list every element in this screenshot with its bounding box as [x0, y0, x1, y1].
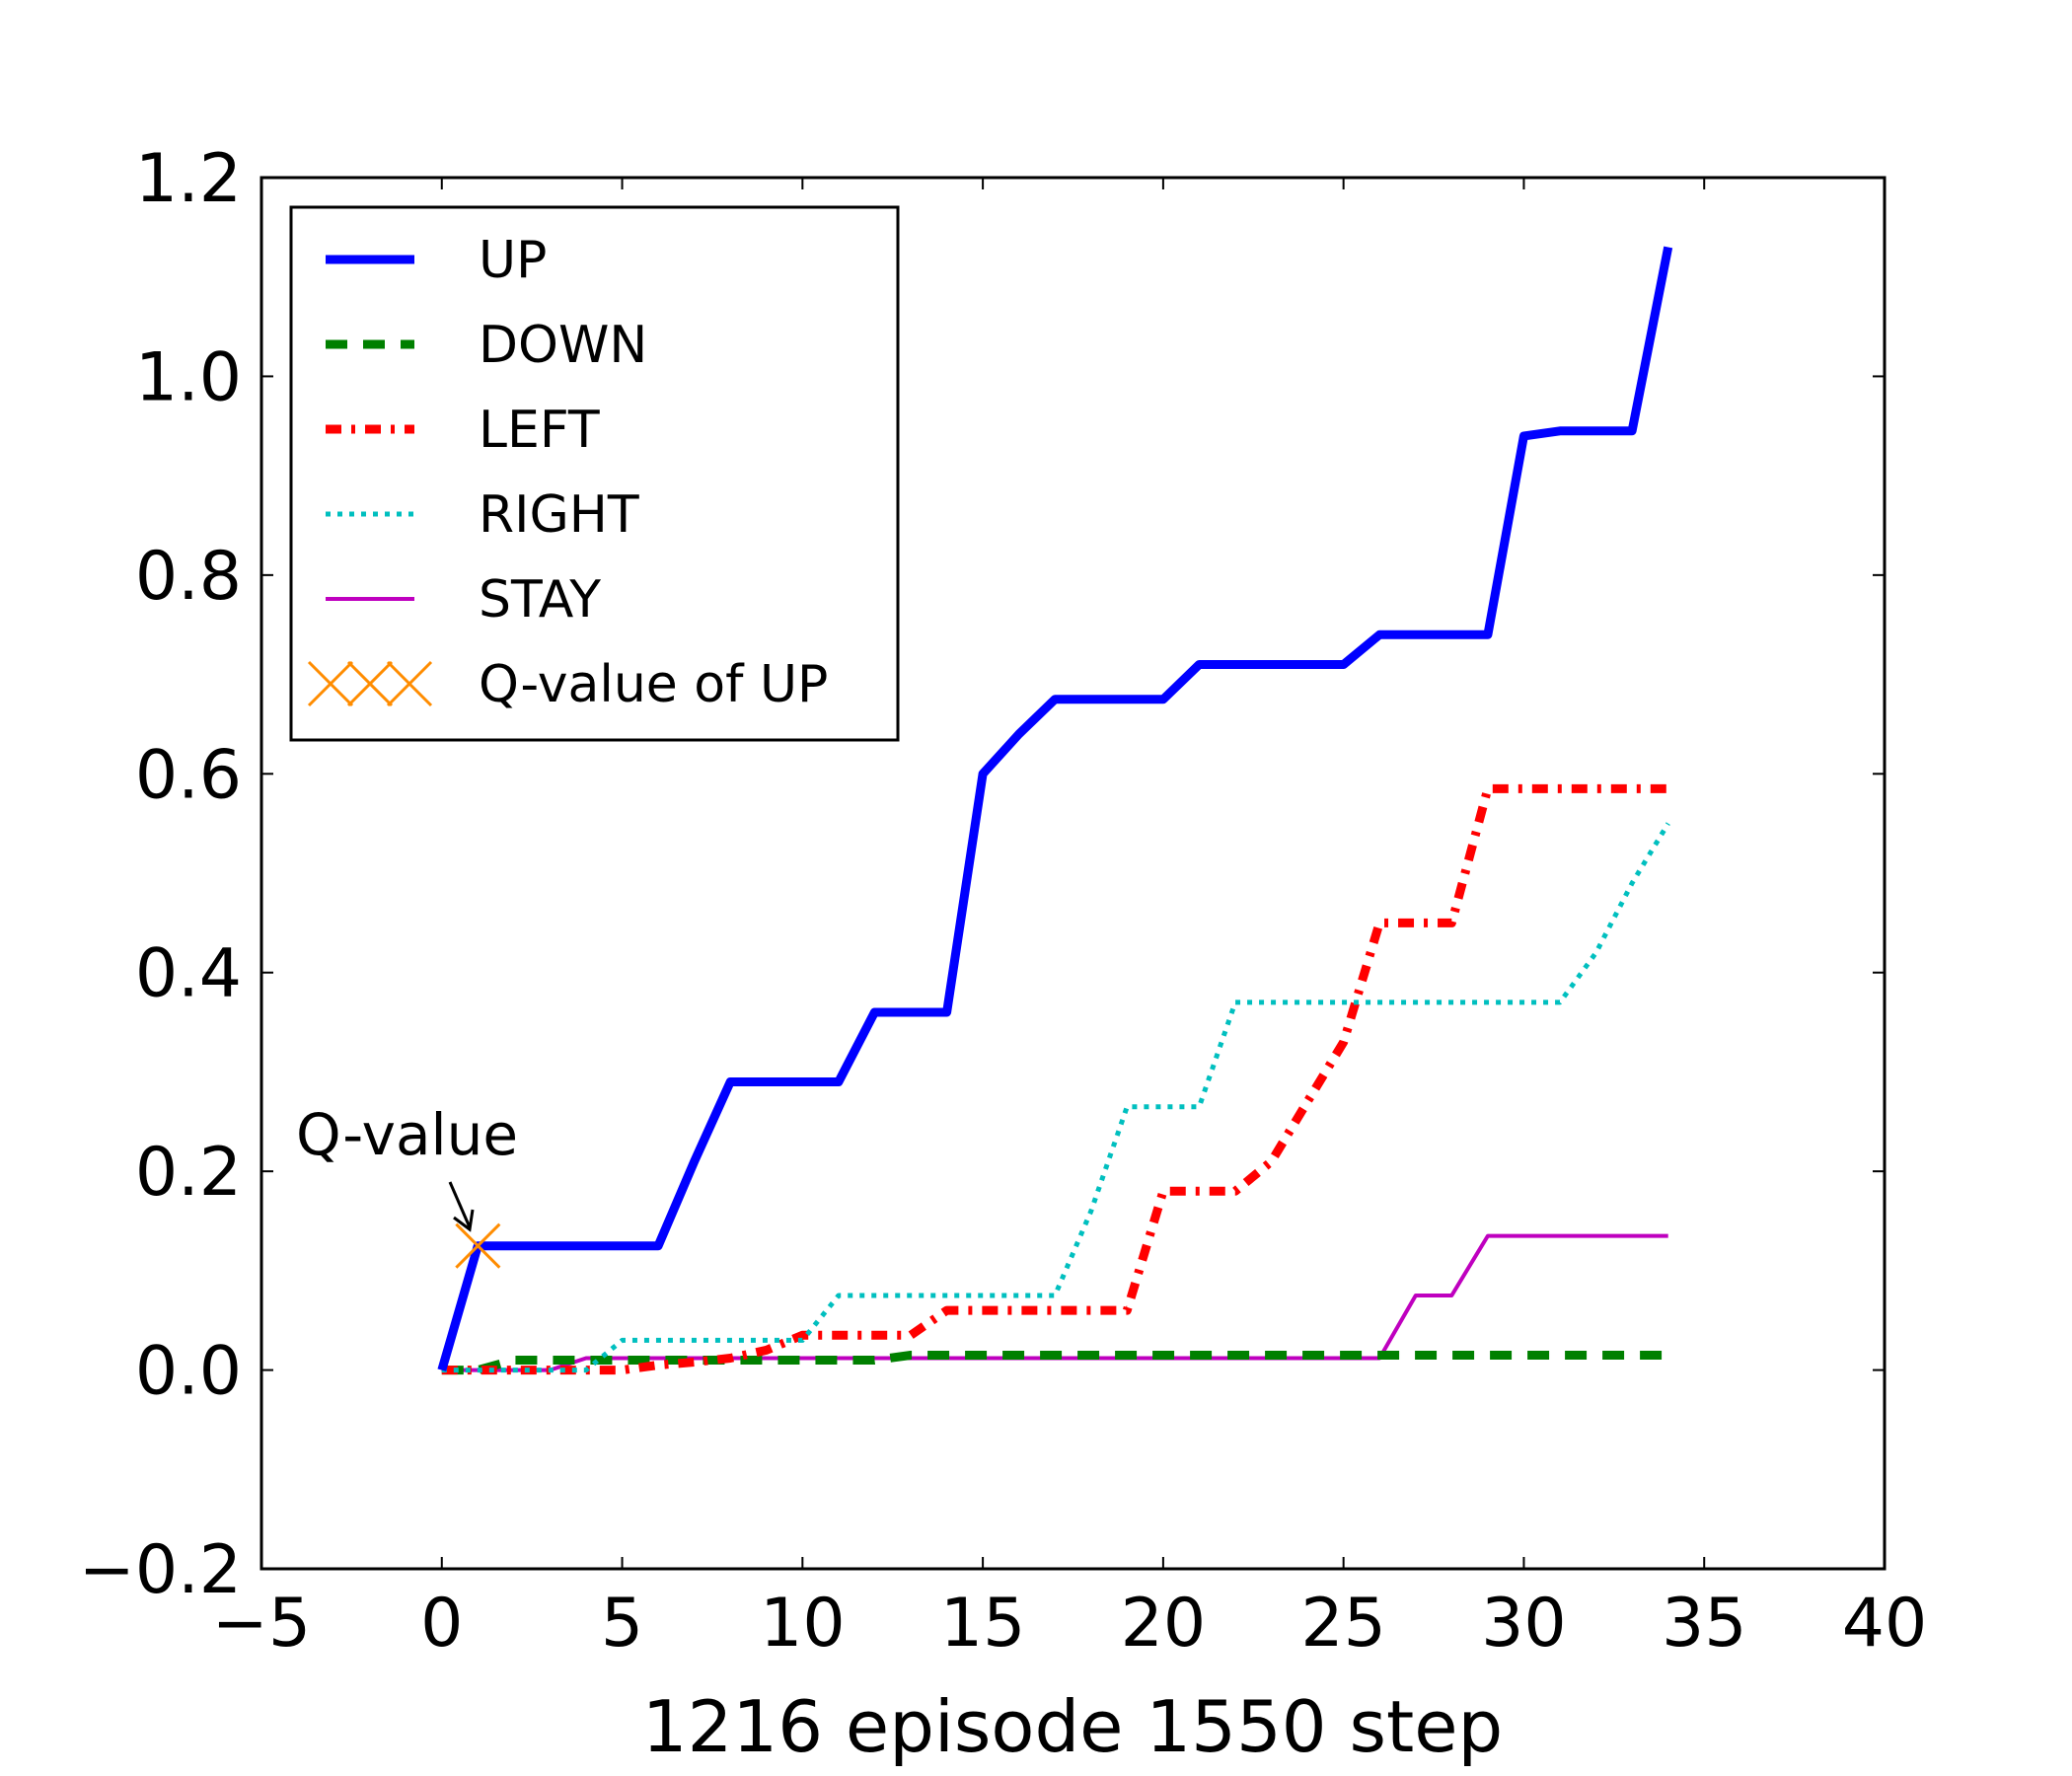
series-line-right	[441, 822, 1670, 1373]
annotation-arrow	[448, 1181, 472, 1228]
legend-box	[289, 205, 900, 742]
y-tick-label: −0.2	[79, 1531, 242, 1609]
legend-marker-stroke	[346, 660, 394, 707]
marker-stroke	[455, 1222, 501, 1269]
legend-marker-stroke	[386, 660, 433, 707]
legend-label-right: RIGHT	[479, 485, 639, 545]
annotation-arrow-head	[453, 1209, 475, 1232]
x-tick-label: 5	[601, 1585, 643, 1663]
series-lines	[437, 246, 1673, 1375]
x-tick-label: 0	[420, 1585, 463, 1663]
series-line-up	[437, 246, 1673, 1371]
x-tick-label: 15	[940, 1585, 1026, 1663]
series-line-stay	[441, 1233, 1668, 1372]
legend-label-left: LEFT	[479, 401, 600, 460]
x-tick-label: 10	[760, 1585, 846, 1663]
x-axis-title: 1216 episode 1550 step	[642, 1685, 1503, 1768]
y-tick-label: 1.2	[135, 140, 242, 218]
markers	[455, 1222, 501, 1269]
plot-frame	[259, 176, 1887, 1571]
x-tick-label: 25	[1300, 1585, 1386, 1663]
legend-handle-q-value-of-up	[307, 660, 433, 707]
annotation: Q-value	[296, 1101, 518, 1232]
legend-marker-stroke	[307, 660, 354, 707]
legend-label-up: UP	[479, 231, 547, 290]
x-tick-label: 35	[1662, 1585, 1747, 1663]
y-tick-label: 0.6	[135, 736, 242, 814]
y-tick-label: 0.8	[135, 538, 242, 616]
series-line-down	[441, 1351, 1668, 1375]
legend-label-stay: STAY	[479, 570, 601, 629]
x-tick-label: 40	[1842, 1585, 1928, 1663]
y-tick-label: 0.0	[135, 1333, 242, 1411]
x-tick-label: 30	[1481, 1585, 1567, 1663]
series-line-left	[441, 783, 1668, 1375]
x-tick-label: 20	[1121, 1585, 1207, 1663]
y-tick-label: 0.4	[135, 935, 242, 1013]
y-tick-label: 0.2	[135, 1134, 242, 1212]
legend-label-down: DOWN	[479, 316, 647, 375]
legend-label-q-value-of-up: Q-value of UP	[479, 655, 828, 714]
legend: UP DOWN LEFT RIGHT STAY Q-value of UP	[289, 205, 900, 742]
x-tick-label: −5	[212, 1585, 311, 1663]
axis-ticks: −5 0 5 10 15 20 25 30 35 40 −0.2 0.0 0.2 0.4 0.6 0.8 1.0…	[79, 140, 1927, 1663]
annotation-label: Q-value	[296, 1101, 518, 1168]
y-tick-label: 1.0	[135, 338, 242, 416]
marker-q-value-of-up	[455, 1222, 501, 1269]
legend-items: UP DOWN LEFT RIGHT STAY Q-value of UP	[307, 231, 828, 714]
